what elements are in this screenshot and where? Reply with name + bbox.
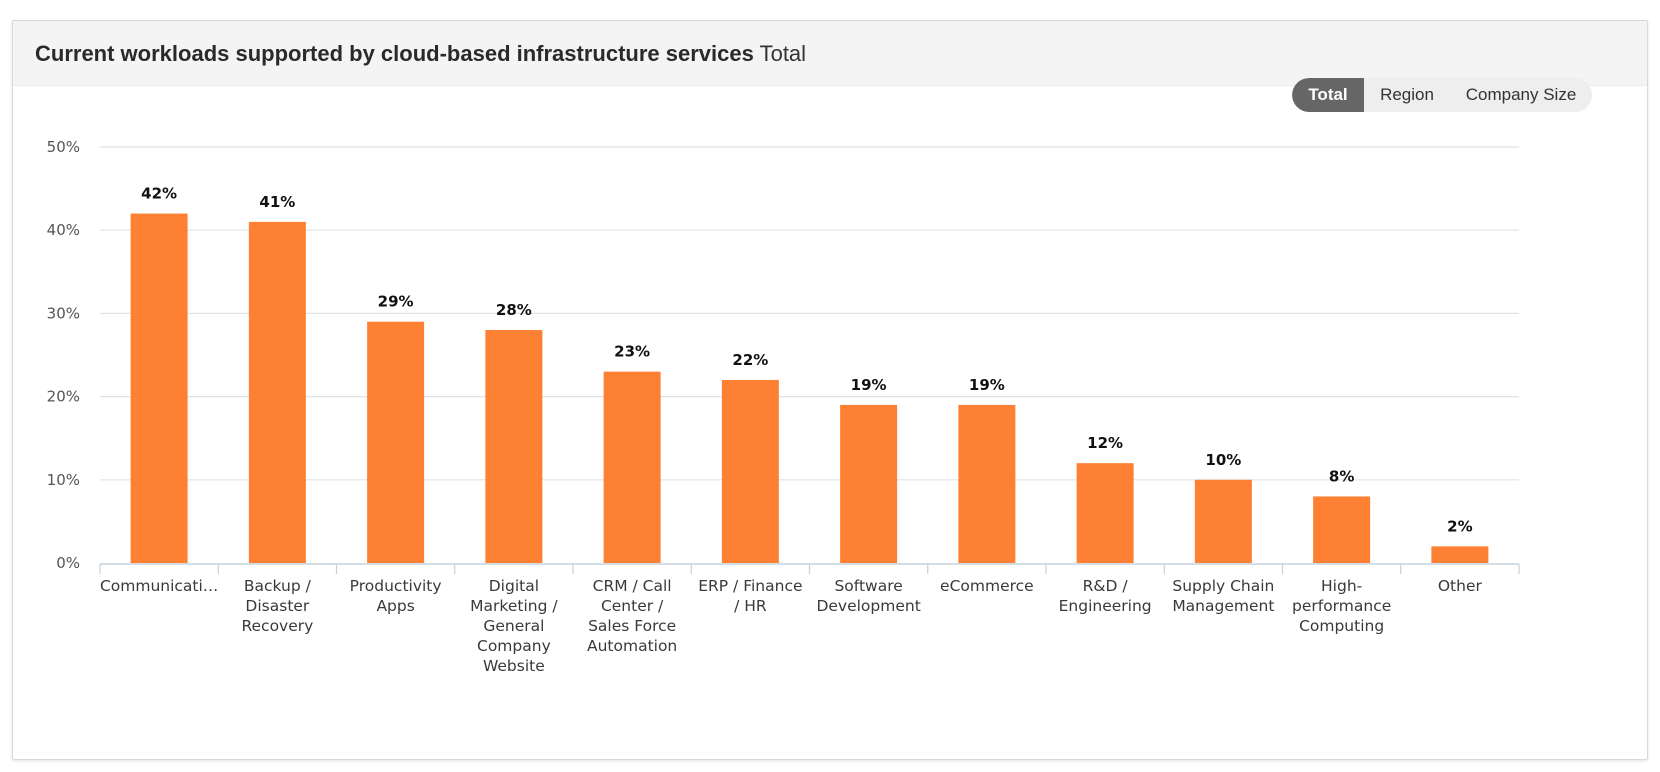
- card-header: Current workloads supported by cloud-bas…: [13, 21, 1647, 86]
- chart-title-main: Current workloads supported by cloud-bas…: [35, 41, 754, 66]
- data-label: 42%: [141, 185, 177, 203]
- x-category-label: ERP / Finance / HR: [698, 577, 802, 615]
- x-category-label: Productivity Apps: [350, 577, 442, 615]
- x-category-label: Backup / Disaster Recovery: [241, 577, 313, 635]
- x-category-label: High-performance Computing: [1292, 577, 1391, 635]
- bar: [1194, 479, 1252, 563]
- bar: [1431, 546, 1489, 563]
- x-category-label: Supply Chain Management: [1172, 577, 1274, 615]
- x-category-label: Software Development: [816, 577, 920, 615]
- data-label: 23%: [614, 343, 650, 361]
- toggle-region[interactable]: Region: [1380, 85, 1434, 104]
- bar: [1076, 463, 1134, 563]
- y-tick-label: 0%: [56, 554, 80, 572]
- x-category-label: Other: [1438, 577, 1483, 595]
- data-label: 10%: [1205, 451, 1241, 469]
- x-category-label: R&D / Engineering: [1059, 577, 1152, 615]
- bar: [603, 371, 661, 563]
- chart-title-subtitle: Total: [759, 41, 807, 66]
- y-tick-label: 50%: [47, 138, 80, 156]
- bar: [248, 221, 306, 563]
- y-tick-label: 30%: [47, 304, 80, 322]
- bar: [1313, 496, 1371, 563]
- x-category-label: Communicati…: [100, 577, 218, 595]
- bar: [130, 213, 188, 563]
- data-label: 2%: [1447, 517, 1472, 535]
- data-label: 28%: [496, 301, 532, 319]
- y-tick-label: 10%: [47, 471, 80, 489]
- data-label: 22%: [732, 351, 768, 369]
- y-tick-label: 40%: [47, 221, 80, 239]
- x-category-label: Digital Marketing / General Company Website: [470, 577, 558, 675]
- toggle-total[interactable]: Total: [1292, 78, 1364, 112]
- bar: [958, 404, 1016, 563]
- data-label: 12%: [1087, 434, 1123, 452]
- bar: [367, 321, 425, 563]
- data-label: 19%: [969, 376, 1005, 394]
- data-label: 29%: [378, 293, 414, 311]
- toggle-company-size[interactable]: Company Size: [1465, 85, 1577, 104]
- segment-toggle: Total Region Company Size: [1292, 78, 1592, 112]
- x-category-label: eCommerce: [940, 577, 1034, 595]
- bar: [485, 330, 543, 563]
- y-tick-label: 20%: [47, 388, 80, 406]
- chart-title: Current workloads supported by cloud-bas…: [35, 41, 806, 67]
- data-label: 41%: [259, 193, 295, 211]
- bar: [721, 379, 779, 563]
- data-label: 8%: [1329, 467, 1354, 485]
- x-category-label: CRM / Call Center / Sales Force Automation: [587, 577, 677, 655]
- data-label: 19%: [851, 376, 887, 394]
- bar: [840, 404, 898, 563]
